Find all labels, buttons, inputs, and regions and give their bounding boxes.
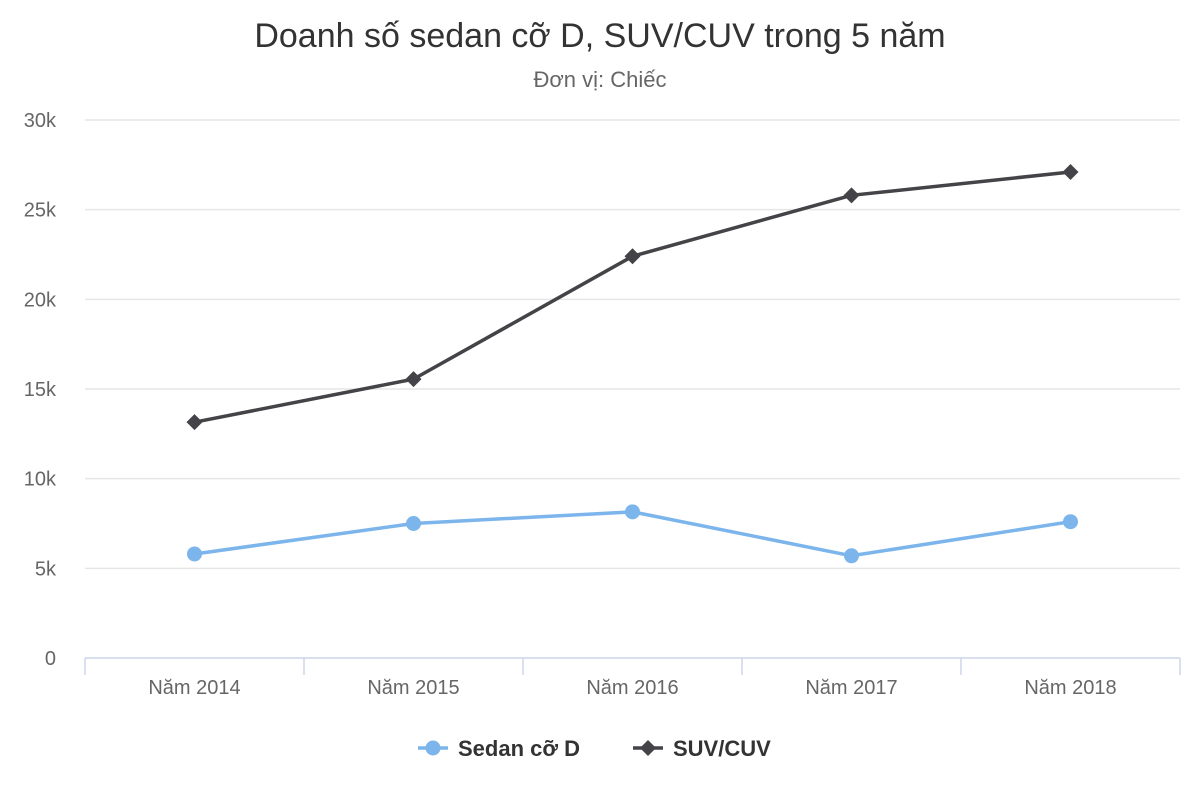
data-point-marker[interactable]	[406, 516, 421, 531]
x-tick-label: Năm 2018	[1024, 677, 1116, 699]
x-tick-label: Năm 2017	[805, 677, 897, 699]
data-point-marker[interactable]	[624, 248, 641, 265]
data-point-marker[interactable]	[625, 504, 640, 520]
data-point-marker[interactable]	[843, 187, 860, 204]
data-point-marker[interactable]	[1062, 164, 1079, 181]
y-tick-label: 0	[45, 648, 56, 670]
data-point-marker[interactable]	[186, 414, 203, 431]
legend-label: Sedan cỡ D	[458, 736, 580, 761]
series-suv-cuv	[186, 164, 1079, 431]
legend: Sedan cỡ D SUV/CUV	[418, 736, 771, 761]
x-tick-label: Năm 2014	[148, 677, 240, 699]
data-point-marker[interactable]	[844, 548, 859, 564]
y-tick-label: 5k	[35, 558, 57, 580]
series-group	[186, 164, 1079, 564]
grid-lines	[85, 119, 1180, 570]
data-point-marker[interactable]	[405, 371, 422, 388]
y-tick-label: 20k	[24, 289, 57, 311]
legend-label: SUV/CUV	[673, 736, 771, 761]
y-tick-label: 30k	[24, 110, 57, 132]
data-point-marker[interactable]	[1063, 514, 1078, 530]
x-tick-label: Năm 2016	[586, 677, 678, 699]
legend-item-sedan[interactable]: Sedan cỡ D	[418, 736, 580, 761]
x-tick-label: Năm 2015	[367, 677, 459, 699]
data-point-marker[interactable]	[187, 546, 202, 562]
legend-marker	[640, 740, 656, 756]
y-axis-labels: 0 5k 10k 15k 20k 25k 30k	[24, 110, 57, 670]
chart-title: Doanh số sedan cỡ D, SUV/CUV trong 5 năm	[254, 17, 945, 55]
x-axis-labels: Năm 2014 Năm 2015 Năm 2016 Năm 2017 Năm 2018	[148, 677, 1116, 699]
y-tick-label: 15k	[24, 379, 57, 401]
legend-marker	[425, 740, 441, 756]
y-tick-label: 10k	[24, 469, 57, 491]
y-tick-label: 25k	[24, 200, 57, 222]
chart-subtitle: Đơn vị: Chiếc	[533, 67, 666, 92]
legend-item-suv-cuv[interactable]: SUV/CUV	[633, 736, 771, 761]
x-axis	[84, 657, 1181, 675]
series-sedan	[187, 504, 1078, 564]
